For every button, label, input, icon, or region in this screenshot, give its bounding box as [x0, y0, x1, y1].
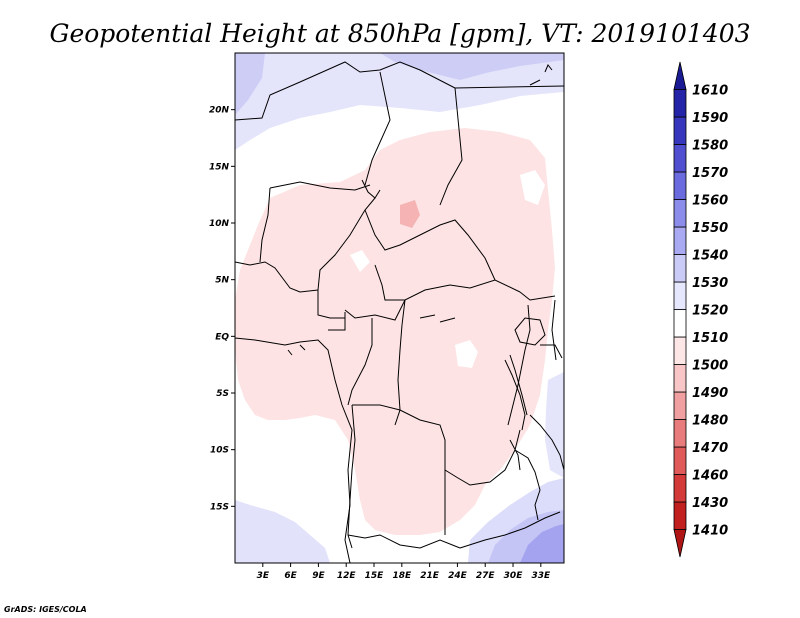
colorbar-swatch: [673, 364, 687, 393]
x-tick-label: 6E: [284, 571, 297, 581]
colorbar-label: 1430: [692, 496, 728, 511]
y-axis: 20N 15N 10N 5N EQ 5S 10S 15S: [209, 106, 235, 512]
field-region-1500-interior: [235, 128, 555, 535]
x-tick-label: 18E: [392, 571, 412, 581]
colorbar-swatch: [673, 144, 687, 173]
x-tick-label: 3E: [257, 571, 270, 581]
colorbar-swatch: [673, 116, 687, 145]
colorbar-label: 1560: [692, 194, 728, 209]
field-region-1520-north: [235, 53, 564, 150]
colorbar-swatch: [673, 309, 687, 338]
colorbar-swatch: [673, 336, 687, 365]
map-plot-area: [234, 52, 565, 564]
x-tick-label: 33E: [531, 571, 551, 581]
y-tick-label: 10N: [209, 219, 230, 229]
field-patch-1510-b: [520, 170, 545, 205]
colorbar-swatch: [673, 61, 687, 90]
field-region-1530-north: [235, 53, 564, 115]
colorbar-label: 1610: [692, 84, 728, 99]
x-tick-label: 24E: [448, 571, 468, 581]
field-patch-1510-c: [350, 250, 370, 272]
x-axis: 3E 6E 9E 12E 15E 18E 21E 24E 27E 30E 33E: [257, 563, 551, 581]
colorbar-label: 1410: [692, 524, 728, 539]
colorbar-swatch: [673, 419, 687, 448]
x-tick-label: 9E: [312, 571, 325, 581]
colorbar-label: 1590: [692, 111, 728, 126]
field-patch-1510-a: [455, 340, 478, 368]
colorbar-label: 1490: [692, 386, 728, 401]
y-tick-label: 10S: [210, 446, 229, 456]
chart-title: Geopotential Height at 850hPa [gpm], VT:…: [49, 19, 750, 48]
colorbar-swatch: [673, 226, 687, 255]
colorbar-label: 1480: [692, 414, 728, 429]
colorbar-label: 1460: [692, 469, 728, 484]
x-tick-label: 21E: [420, 571, 440, 581]
field-region-1520-southwest: [235, 500, 330, 563]
map-lakes: [287, 179, 563, 471]
colorbar-swatch: [673, 501, 687, 530]
credit-label: GrADS: IGES/COLA: [4, 605, 87, 614]
colorbar-swatch: [673, 391, 687, 420]
colorbar-swatch: [673, 89, 687, 118]
colorbar-label: 1550: [692, 221, 728, 236]
x-tick-label: 30E: [504, 571, 524, 581]
y-tick-label: 5S: [216, 389, 229, 399]
colorbar-label: 1510: [692, 331, 728, 346]
field-region-1540-southeast: [520, 524, 564, 563]
field-patch-1490: [400, 200, 420, 228]
field-region-1520-east-edge: [545, 372, 564, 478]
colorbar-swatch: [673, 171, 687, 200]
colorbar-label: 1520: [692, 304, 728, 319]
map-frame: [234, 52, 565, 564]
colorbar: 1410 1430 1460 1470 1480 1490 1500 1510 1520 1530…: [673, 61, 728, 558]
y-tick-label: EQ: [215, 332, 229, 342]
colorbar-swatch: [673, 281, 687, 310]
colorbar-swatch: [673, 254, 687, 283]
colorbar-swatch: [673, 474, 687, 503]
y-tick-label: 20N: [209, 106, 230, 116]
colorbar-swatch: [673, 529, 687, 558]
x-tick-label: 27E: [476, 571, 496, 581]
x-tick-label: 15E: [365, 571, 385, 581]
y-tick-label: 15S: [210, 502, 229, 512]
colorbar-swatch: [673, 199, 687, 228]
colorbar-label: 1580: [692, 139, 728, 154]
colorbar-label: 1570: [692, 166, 728, 181]
x-tick-label: 12E: [337, 571, 357, 581]
y-tick-label: 15N: [209, 162, 230, 172]
colorbar-label: 1470: [692, 441, 728, 456]
colorbar-label: 1540: [692, 249, 728, 264]
colorbar-swatch: [673, 446, 687, 475]
colorbar-label: 1530: [692, 276, 728, 291]
y-tick-label: 5N: [215, 276, 229, 286]
colorbar-label: 1500: [692, 359, 728, 374]
